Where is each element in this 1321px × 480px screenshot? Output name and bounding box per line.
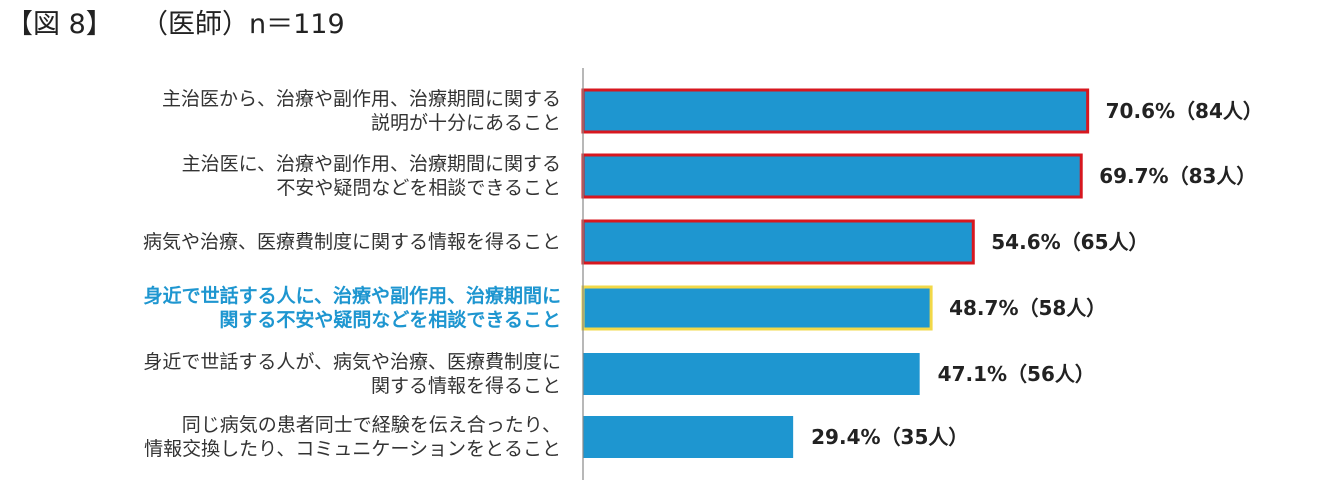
value-label-6: 29.4%（35人） [811, 425, 968, 449]
figure-number: 【図 8】 [6, 9, 113, 40]
value-label-2: 69.7%（83人） [1099, 164, 1256, 188]
category-label-4-line-1: 身近で世話する人に、治療や副作用、治療期間に [144, 284, 561, 307]
category-label-5-line-1: 身近で世話する人が、病気や治療、医療費制度に [143, 351, 561, 373]
value-label-5: 47.1%（56人） [938, 362, 1095, 386]
category-label-5-line-2: 関する情報を得ること [371, 375, 561, 397]
category-label-4-line-2: 関する不安や疑問などを相談できること [219, 308, 561, 331]
bar-6 [583, 416, 794, 458]
bar-3 [581, 219, 975, 265]
category-label-2-line-1: 主治医に、治療や副作用、治療期間に関する [182, 153, 561, 175]
bar-1 [581, 88, 1090, 134]
category-label-3-line-1: 病気や治療、医療費制度に関する情報を得ること [143, 231, 561, 253]
chart-header: 【図 8】 （医師）n＝119 [6, 8, 345, 42]
category-label-6-line-1: 同じ病気の患者同士で経験を伝え合ったり、 [182, 414, 561, 436]
bar-5 [583, 353, 920, 395]
value-label-3: 54.6%（65人） [991, 230, 1148, 254]
category-label-2-line-2: 不安や疑問などを相談できること [276, 177, 561, 199]
chart-title: （医師）n＝119 [141, 9, 345, 40]
bar-2 [581, 153, 1083, 199]
category-label-6-line-2: 情報交換したり、コミュニケーションをとること [144, 438, 561, 460]
bar-4 [581, 285, 933, 331]
category-label-1-line-2: 説明が十分にあること [371, 112, 561, 134]
value-label-4: 48.7%（58人） [949, 296, 1106, 320]
value-label-1: 70.6%（84人） [1106, 99, 1263, 123]
category-label-1-line-1: 主治医から、治療や副作用、治療期間に関する [162, 88, 561, 110]
